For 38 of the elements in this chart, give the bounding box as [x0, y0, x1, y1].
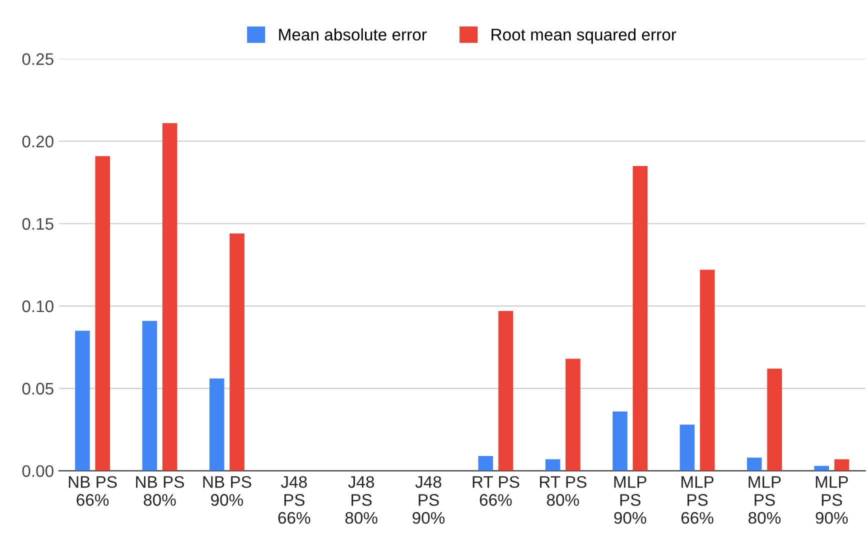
- bar: [478, 456, 494, 471]
- x-tick-label: MLP PS 90%: [816, 476, 848, 524]
- bar: [700, 270, 715, 471]
- bar: [142, 320, 158, 471]
- y-tick-label: 0.00: [22, 465, 54, 478]
- x-tick-label: NB PS 80%: [136, 476, 184, 506]
- bar: [632, 166, 648, 471]
- bar: [767, 368, 782, 471]
- y-tick-label: 0.25: [22, 53, 54, 66]
- bar: [95, 156, 110, 471]
- x-tick-label: MLP PS 66%: [681, 476, 714, 524]
- bar: [75, 330, 90, 471]
- x-tick-label: RT PS 80%: [540, 476, 586, 506]
- x-tick-label: J48 PS 80%: [345, 476, 378, 524]
- bar: [498, 310, 514, 471]
- bar: [834, 459, 850, 471]
- bar: [814, 466, 829, 471]
- legend-label: Mean absolute error: [279, 28, 427, 41]
- x-tick-label: NB PS 66%: [68, 476, 117, 506]
- bar: [747, 458, 762, 471]
- x-tick-label: J48 PS 66%: [278, 476, 310, 524]
- y-tick-label: 0.15: [22, 218, 54, 230]
- y-tick-label: 0.10: [22, 300, 54, 312]
- x-tick-label: NB PS 90%: [203, 476, 252, 506]
- bar: [680, 424, 695, 471]
- x-tick-label: RT PS 66%: [472, 476, 520, 506]
- x-tick-label: MLP PS 80%: [748, 476, 781, 524]
- legend-label: Root mean squared error: [492, 28, 676, 44]
- bar: [545, 459, 560, 471]
- bar: [566, 358, 580, 471]
- bar: [162, 123, 178, 471]
- x-tick-label: MLP PS 90%: [614, 476, 646, 524]
- y-tick-label: 0.05: [22, 382, 54, 395]
- bar: [230, 234, 244, 471]
- x-tick-label: J48 PS 90%: [412, 476, 445, 524]
- bar: [612, 411, 628, 471]
- y-tick-label: 0.20: [22, 136, 54, 148]
- bar: [209, 378, 224, 471]
